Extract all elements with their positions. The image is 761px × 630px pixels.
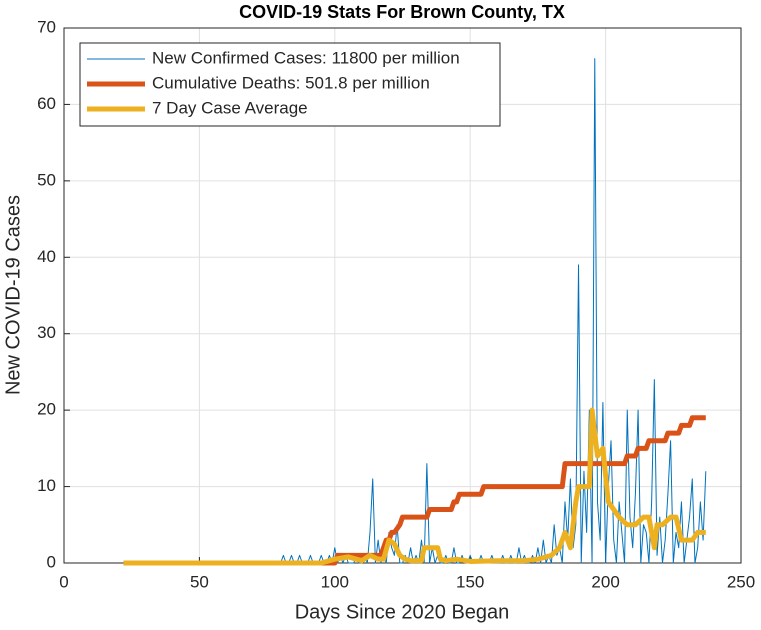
y-tick-label: 30 [37, 323, 56, 342]
y-tick-label: 0 [47, 552, 56, 571]
legend-box [79, 42, 501, 127]
x-tick-label: 200 [591, 572, 619, 591]
x-axis-label: Days Since 2020 Began [295, 601, 510, 623]
x-tick-label: 250 [727, 572, 755, 591]
x-tick-label: 50 [190, 572, 209, 591]
x-tick-label: 100 [321, 572, 349, 591]
x-tick-label: 0 [59, 572, 68, 591]
y-axis-label: New COVID-19 Cases [2, 195, 24, 395]
legend-label: 7 Day Case Average [152, 98, 308, 117]
x-tick-label: 150 [456, 572, 484, 591]
legend-label: New Confirmed Cases: 11800 per million [152, 48, 460, 67]
y-tick-label: 40 [37, 247, 56, 266]
series-line [123, 407, 706, 566]
y-tick-label: 70 [37, 17, 56, 36]
series-line [123, 415, 706, 566]
legend-label: Cumulative Deaths: 501.8 per million [152, 73, 430, 92]
y-tick-label: 20 [37, 400, 56, 419]
y-tick-label: 10 [37, 476, 56, 495]
y-tick-label: 60 [37, 94, 56, 113]
y-tick-label: 50 [37, 170, 56, 189]
chart-title: COVID-19 Stats For Brown County, TX [239, 2, 565, 22]
